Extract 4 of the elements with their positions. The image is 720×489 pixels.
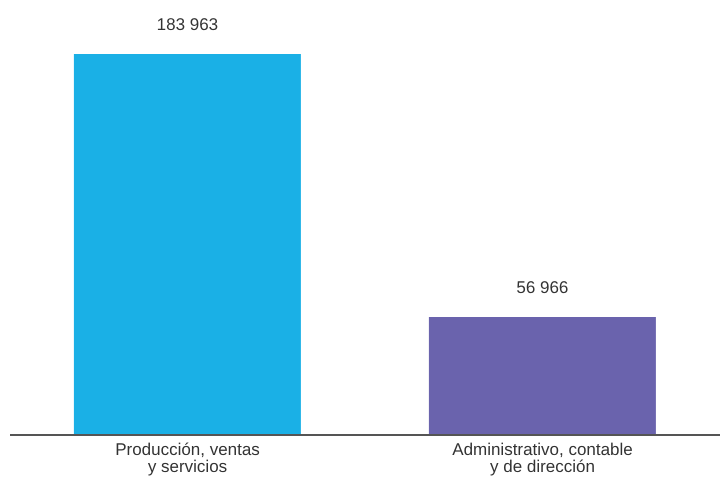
x-tick-label: Producción, ventas y servicios <box>115 440 260 476</box>
x-tick-label: Administrativo, contable y de dirección <box>452 440 633 476</box>
data-label: 183 963 <box>156 15 218 34</box>
data-label: 56 966 <box>516 278 568 298</box>
